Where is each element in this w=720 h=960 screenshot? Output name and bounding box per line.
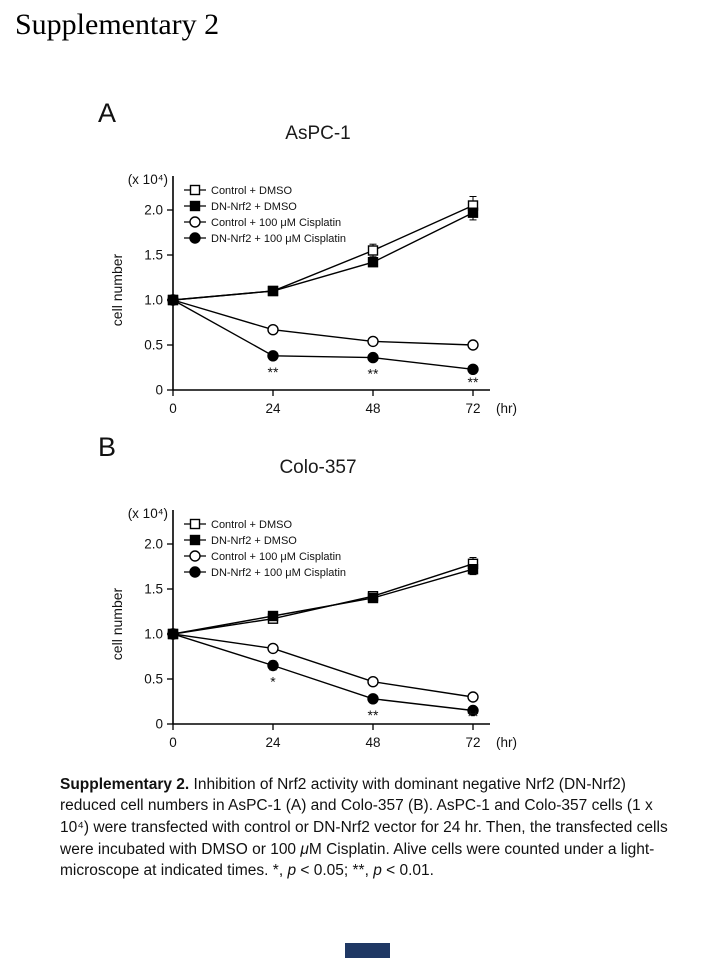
- open-circle-marker: [267, 323, 279, 336]
- filled-square-marker: [367, 592, 379, 604]
- svg-text:(x 10⁴): (x 10⁴): [128, 172, 168, 187]
- svg-text:24: 24: [265, 401, 281, 416]
- significance-annotation: **: [368, 707, 379, 723]
- slide-footer-accent: [345, 943, 390, 958]
- figure-caption: Supplementary 2. Inhibition of Nrf2 acti…: [60, 774, 672, 882]
- filled-square-marker: [467, 563, 479, 575]
- open-circle-marker: [189, 216, 201, 228]
- svg-text:0: 0: [169, 735, 177, 750]
- panel-b: B Colo-357 0 0.5 1.0 1.5 2.0 0 24 48 72 (hr) (x 10…: [98, 432, 568, 772]
- open-square-marker: [189, 184, 201, 196]
- filled-circle-marker: [267, 659, 279, 672]
- panel-a: A AsPC-1 0 0.5 1.0 1.5 2.0 0 24 48 72 (hr) (x 10⁴)…: [98, 98, 568, 438]
- series-line: [172, 212, 474, 301]
- series-line: [172, 568, 474, 635]
- filled-square-marker: [467, 207, 479, 218]
- filled-circle-marker: [167, 628, 179, 640]
- chart-a-plot: 0 0.5 1.0 1.5 2.0 0 24 48 72 (hr) (x 10⁴) cell numb…: [109, 172, 517, 416]
- svg-text:0: 0: [155, 717, 163, 732]
- filled-circle-marker: [189, 566, 201, 578]
- significance-annotation: **: [468, 374, 479, 390]
- svg-text:72: 72: [465, 401, 480, 416]
- significance-annotation: **: [468, 708, 479, 724]
- svg-text:(hr): (hr): [496, 735, 517, 750]
- legend-label: DN-Nrf2 + DMSO: [211, 535, 297, 547]
- svg-text:0.5: 0.5: [144, 672, 163, 687]
- significance-annotation: **: [368, 366, 379, 382]
- legend-label: Control + 100 μM Cisplatin: [211, 217, 341, 229]
- svg-text:2.0: 2.0: [144, 537, 163, 552]
- chart-a-title: AsPC-1: [285, 123, 351, 144]
- filled-circle-marker: [167, 294, 179, 306]
- series-line: [172, 299, 474, 370]
- svg-text:1.0: 1.0: [144, 627, 163, 642]
- chart-b-title: Colo-357: [279, 457, 357, 478]
- legend-label: DN-Nrf2 + 100 μM Cisplatin: [211, 567, 346, 579]
- legend-label: Control + DMSO: [211, 185, 292, 197]
- svg-text:48: 48: [365, 401, 380, 416]
- filled-square-marker: [267, 285, 279, 297]
- series-line: [172, 633, 474, 712]
- series-line: [172, 299, 474, 346]
- svg-text:1.5: 1.5: [144, 248, 163, 263]
- svg-text:24: 24: [265, 735, 281, 750]
- panel-b-label: B: [98, 432, 117, 462]
- svg-text:72: 72: [465, 735, 480, 750]
- caption-text: < 0.05; **,: [296, 862, 374, 880]
- legend-label: Control + DMSO: [211, 519, 292, 531]
- panel-a-label: A: [98, 98, 117, 128]
- legend-label: DN-Nrf2 + DMSO: [211, 201, 297, 213]
- filled-circle-marker: [367, 351, 379, 364]
- filled-square-marker: [267, 610, 279, 622]
- filled-circle-marker: [189, 232, 201, 244]
- filled-square-marker: [189, 534, 201, 546]
- svg-text:48: 48: [365, 735, 380, 750]
- caption-text: Inhibition of Nrf2 activity with dominan…: [60, 775, 668, 858]
- open-circle-marker: [367, 675, 379, 688]
- svg-text:1.0: 1.0: [144, 293, 163, 308]
- open-circle-marker: [367, 335, 379, 348]
- y-axis-label: cell number: [109, 587, 125, 660]
- open-circle-marker: [467, 339, 479, 351]
- y-axis-label: cell number: [109, 253, 125, 326]
- svg-text:1.5: 1.5: [144, 582, 163, 597]
- open-circle-marker: [267, 642, 279, 655]
- caption-text: Supplementary 2.: [60, 775, 190, 793]
- legend-label: DN-Nrf2 + 100 μM Cisplatin: [211, 233, 346, 245]
- significance-annotation: **: [268, 364, 279, 380]
- caption-text: μ: [300, 840, 309, 858]
- significance-annotation: *: [270, 674, 276, 690]
- open-circle-marker: [467, 691, 479, 703]
- open-square-marker: [367, 245, 379, 256]
- svg-text:(x 10⁴): (x 10⁴): [128, 506, 168, 521]
- svg-text:2.0: 2.0: [144, 203, 163, 218]
- caption-text: M Cisplatin. Alive cells were counted un…: [60, 840, 655, 880]
- filled-circle-marker: [467, 363, 479, 376]
- page-title: Supplementary 2: [15, 8, 220, 41]
- filled-circle-marker: [267, 350, 279, 362]
- open-square-marker: [189, 518, 201, 530]
- caption-text: p: [287, 862, 297, 880]
- filled-square-marker: [367, 256, 379, 268]
- filled-square-marker: [189, 200, 201, 212]
- svg-text:(hr): (hr): [496, 401, 517, 416]
- caption-text: < 0.01.: [381, 862, 434, 880]
- legend-label: Control + 100 μM Cisplatin: [211, 551, 341, 563]
- filled-circle-marker: [467, 704, 479, 717]
- svg-text:0: 0: [169, 401, 177, 416]
- series-line: [172, 633, 474, 698]
- svg-text:0.5: 0.5: [144, 338, 163, 353]
- svg-text:0: 0: [155, 383, 163, 398]
- chart-b-plot: 0 0.5 1.0 1.5 2.0 0 24 48 72 (hr) (x 10⁴) cell numb…: [109, 506, 517, 750]
- caption-text: p: [373, 862, 382, 880]
- filled-circle-marker: [367, 693, 379, 705]
- open-circle-marker: [189, 550, 201, 562]
